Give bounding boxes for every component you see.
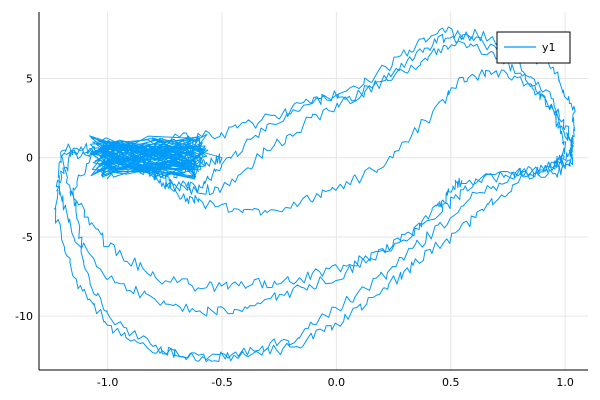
x-tick-label: -1.0 — [97, 376, 118, 389]
y-tick-label: 0 — [26, 152, 33, 165]
y-tick-label: -5 — [22, 231, 33, 244]
y-tick-label: -10 — [15, 310, 33, 323]
y-tick-labels: -10 -5 0 5 — [15, 73, 33, 324]
legend: y1 — [496, 31, 571, 64]
y-tick-label: 5 — [26, 73, 33, 86]
x-tick-label: 0.5 — [442, 376, 460, 389]
series-layer — [53, 26, 576, 363]
legend-label-y1: y1 — [542, 41, 556, 54]
x-tick-labels: -1.0 -0.5 0.0 0.5 1.0 — [97, 376, 574, 389]
x-tick-label: 1.0 — [556, 376, 574, 389]
x-tick-label: 0.0 — [328, 376, 346, 389]
series-line-y1 — [53, 26, 576, 363]
x-tick-label: -0.5 — [211, 376, 232, 389]
grid-lines — [39, 12, 588, 370]
axes — [38, 12, 588, 371]
